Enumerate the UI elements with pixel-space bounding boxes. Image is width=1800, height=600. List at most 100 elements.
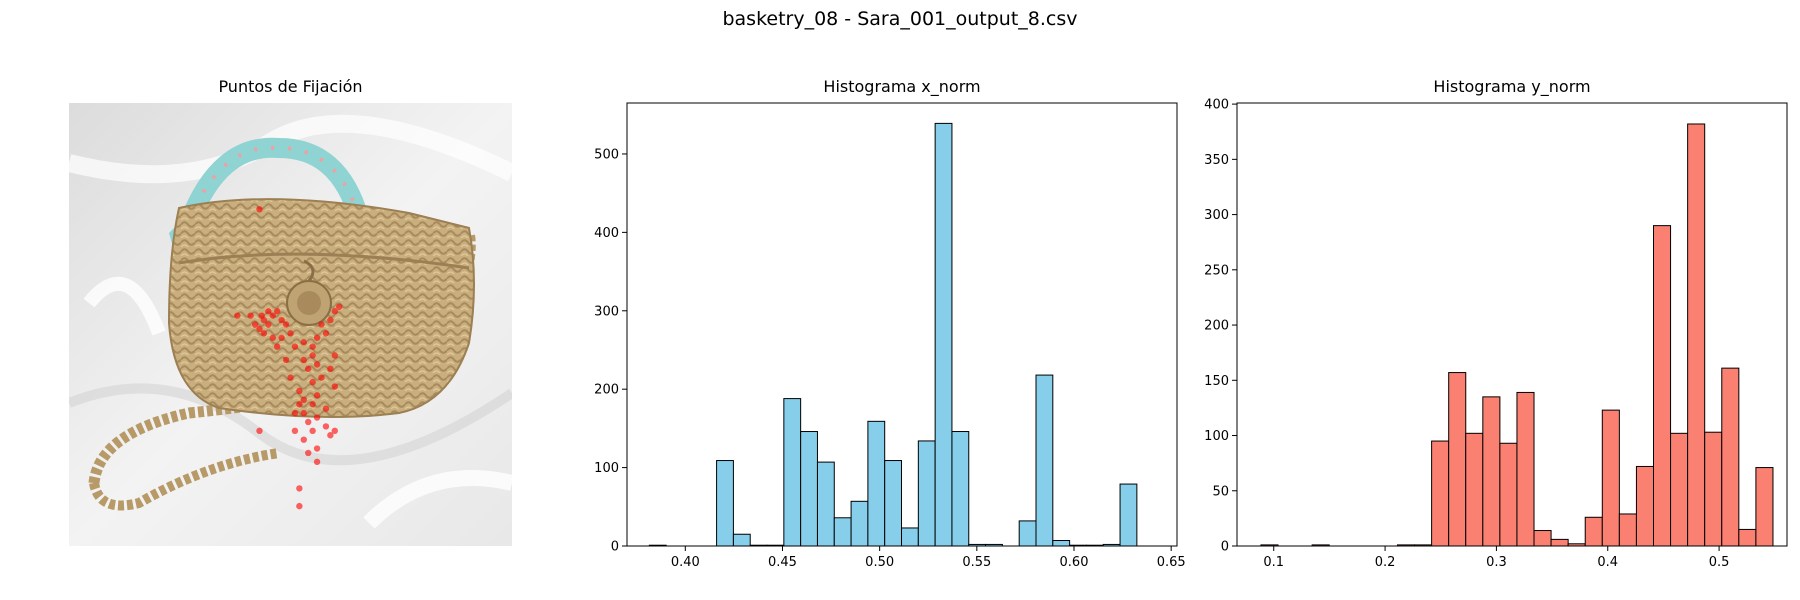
y-hist-bar: [1465, 432, 1484, 547]
fixation-point: [256, 325, 263, 333]
fixation-point: [313, 361, 321, 368]
y-hist-xtick-label: 0.1: [1263, 555, 1284, 570]
fixation-panel-title: Puntos de Fijación: [218, 77, 363, 96]
fixation-point: [327, 365, 334, 372]
y-hist-ytick-label: 350: [1204, 153, 1229, 168]
y-hist-bar: [1652, 225, 1672, 547]
y-hist-axes-frame: [1236, 102, 1788, 547]
y-hist-bar: [1499, 442, 1518, 547]
y-hist-bar: [1584, 516, 1603, 547]
y-hist-ytick-label: 400: [1204, 98, 1229, 113]
fixation-point: [313, 458, 321, 466]
fixation-point: [278, 316, 285, 324]
fixation-point: [331, 308, 338, 315]
fixation-point: [300, 436, 307, 443]
y-hist-ytick-label: 300: [1204, 208, 1229, 223]
y-hist-xtick-label: 0.5: [1709, 555, 1730, 570]
fixation-point: [251, 321, 259, 328]
fixation-point: [296, 485, 303, 492]
fixation-point: [291, 409, 299, 417]
fixation-point: [331, 352, 338, 359]
y-hist-bar: [1618, 513, 1637, 547]
fixation-point: [309, 352, 316, 359]
x-hist-ytick-label: 300: [594, 304, 619, 319]
y-hist-ytick-label: 50: [1212, 484, 1229, 499]
fixation-point: [269, 312, 276, 319]
y-hist-bar: [1550, 538, 1569, 547]
fixation-point: [282, 321, 290, 328]
fixation-point: [309, 343, 316, 350]
x-hist-ytick-label: 500: [594, 147, 619, 162]
y-hist-ytick-label: 0: [1221, 540, 1229, 555]
fixation-point: [265, 321, 272, 328]
fixation-point: [269, 334, 276, 341]
fixation-point: [313, 334, 321, 341]
fixation-point: [274, 343, 281, 350]
y-hist-bar: [1516, 391, 1535, 547]
fixation-point: [305, 418, 312, 426]
fixation-point: [318, 321, 325, 328]
fixation-point: [234, 312, 241, 319]
fixation-point: [322, 330, 330, 337]
fixation-point: [256, 427, 263, 435]
fixation-point: [291, 343, 299, 350]
y-hist-bar: [1431, 440, 1450, 547]
x-hist-xtick-label: 0.50: [865, 555, 894, 570]
fixation-point: [278, 334, 285, 341]
fixation-point: [260, 330, 268, 337]
x-hist-xtick-label: 0.60: [1060, 555, 1089, 570]
fixation-point: [309, 427, 316, 435]
fixation-point: [309, 378, 316, 386]
y-hist-ytick-label: 250: [1204, 263, 1229, 278]
fixation-image-panel: [69, 103, 512, 546]
fixation-point: [322, 405, 330, 412]
y-hist-ytick-label: 200: [1204, 319, 1229, 334]
fixation-point: [313, 414, 321, 421]
fixation-point: [291, 427, 299, 435]
fixation-point: [327, 432, 334, 439]
fixation-point: [300, 356, 307, 364]
fixation-point: [287, 330, 294, 337]
fixation-point: [322, 423, 330, 430]
x-hist-xtick-label: 0.45: [768, 555, 797, 570]
figure-title: basketry_08 - Sara_001_output_8.csv: [722, 8, 1078, 30]
fixation-point: [331, 383, 338, 390]
y-hist-xtick-label: 0.2: [1375, 555, 1396, 570]
fixation-point: [300, 339, 307, 346]
fixation-point: [247, 312, 254, 319]
x-hist-xtick-label: 0.55: [962, 555, 991, 570]
x-hist-ytick-label: 0: [611, 540, 619, 555]
fixation-point: [331, 427, 338, 435]
fixation-point: [305, 449, 312, 457]
y-hist-bar: [1601, 409, 1620, 547]
y-hist-bar: [1738, 528, 1757, 547]
y-hist-bar: [1704, 431, 1723, 547]
x-histogram-title: Histograma x_norm: [823, 77, 981, 96]
fixation-point: [300, 409, 307, 417]
fixation-point: [260, 316, 268, 324]
y-hist-bar: [1482, 396, 1501, 547]
x-hist-xtick-label: 0.40: [671, 555, 700, 570]
y-histogram-title: Histograma y_norm: [1433, 77, 1591, 96]
x-hist-ytick-label: 200: [594, 383, 619, 398]
fixation-point: [256, 206, 263, 213]
fixation-point: [296, 401, 303, 408]
fixation-point: [287, 374, 294, 381]
basket-photo: [69, 103, 512, 546]
fixation-point: [305, 365, 312, 372]
y-hist-bar: [1670, 432, 1689, 547]
fixation-point: [318, 374, 325, 381]
fixation-point: [313, 445, 321, 452]
fixation-point: [313, 392, 321, 399]
x-hist-ytick-label: 400: [594, 226, 619, 241]
y-hist-xtick-label: 0.4: [1597, 555, 1618, 570]
fixation-points-layer: [234, 206, 343, 510]
x-hist-xtick-label: 0.65: [1157, 555, 1186, 570]
x-hist-ytick-label: 100: [594, 461, 619, 476]
y-hist-ytick-label: 100: [1204, 429, 1229, 444]
fixation-point: [327, 316, 334, 324]
fixation-point: [296, 502, 303, 510]
y-hist-ytick-label: 150: [1204, 374, 1229, 389]
